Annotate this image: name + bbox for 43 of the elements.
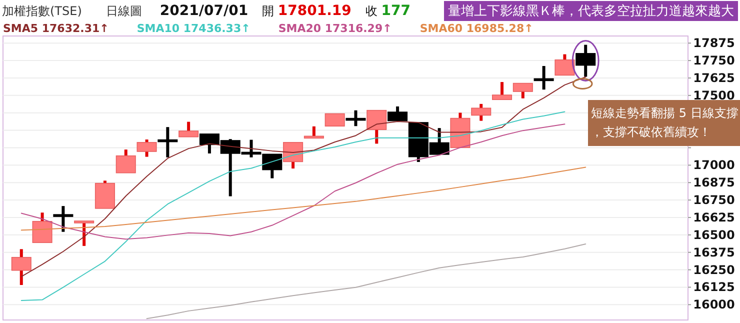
candlestick (366, 110, 387, 144)
y-tick-label: 17875 (693, 36, 735, 50)
chart-title: 加權指數(TSE) (2, 4, 82, 18)
candlestick (388, 106, 408, 122)
text: SMA10 17436.33↑ (136, 22, 250, 35)
candlestick (324, 113, 345, 127)
y-tick-label: 16875 (693, 176, 735, 190)
y-tick-label: 16125 (693, 280, 735, 294)
y-tick-label: 16625 (693, 210, 735, 224)
text: 開 17801.19 (262, 3, 352, 19)
candlestick (304, 126, 324, 139)
annotation: 短線走勢看翻揚 5 日線支撐，支撐不破依舊續攻！ (591, 106, 738, 139)
candlestick (492, 82, 512, 100)
line-series (20, 111, 566, 301)
candlestick (94, 180, 115, 209)
y-tick-label: 16250 (693, 262, 735, 277)
candlestick (11, 249, 32, 285)
text: SMA5 17632.31↑ (3, 22, 109, 35)
candlestick (116, 150, 136, 174)
y-tick-label: 17750 (693, 54, 735, 68)
line-series (20, 124, 566, 240)
y-tick-label: 16500 (693, 228, 735, 242)
candlestick (576, 44, 596, 77)
text: 量增上下影線黑Ｋ棒，代表多空拉扯力道越來越大 (448, 4, 734, 19)
candlestick (512, 82, 533, 98)
candlestick (554, 54, 575, 76)
y-tick-label: 17000 (693, 158, 735, 172)
candlestick (178, 122, 199, 138)
text: 2021/07/01 (160, 3, 248, 19)
y-tick-label: 16000 (693, 298, 735, 312)
line-series (146, 243, 586, 320)
text: SMA20 17316.29↑ (278, 22, 392, 35)
y-tick-label: 17625 (693, 70, 735, 85)
y-tick-label: 16750 (693, 193, 735, 208)
candlestick (158, 127, 178, 158)
text: SMA60 16985.28↑ (420, 22, 534, 35)
text: 收 177 (365, 3, 410, 19)
chart-subtitle: 日線圖 (106, 4, 142, 18)
y-tick-label: 17500 (693, 88, 735, 102)
y-tick-label: 16375 (693, 245, 735, 260)
candlestick (534, 66, 554, 90)
candlestick (53, 206, 74, 232)
candlestick (450, 112, 470, 148)
